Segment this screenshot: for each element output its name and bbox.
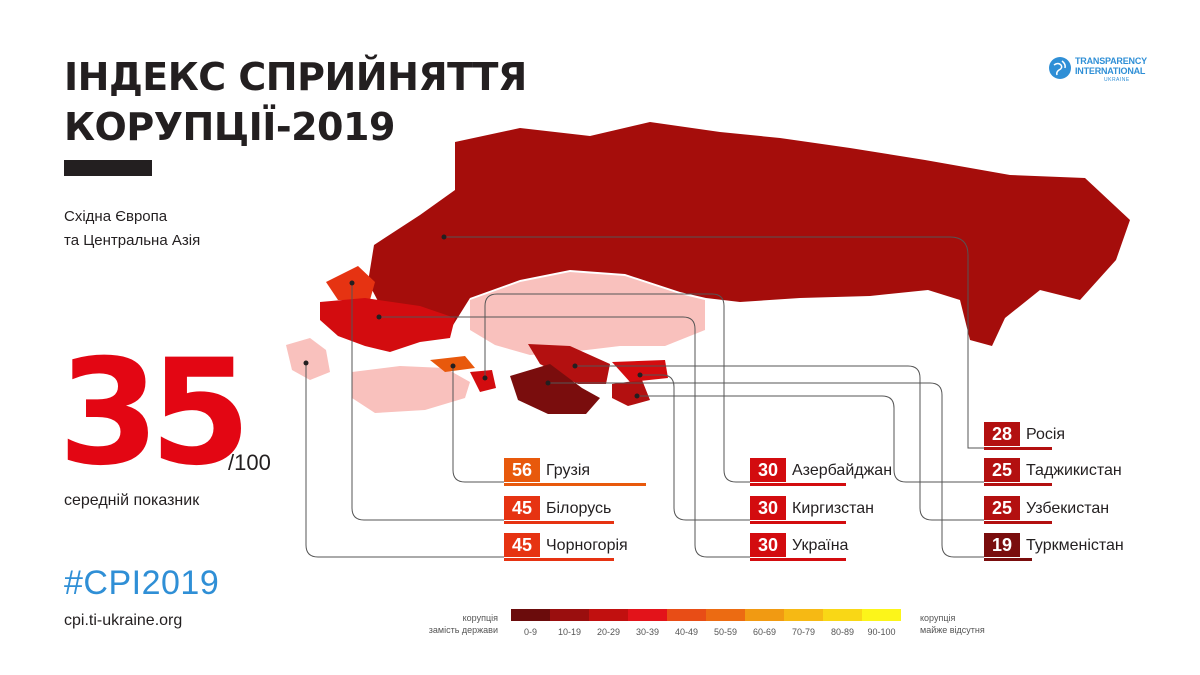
title-line-2: КОРУПЦІЇ-2019 xyxy=(64,105,395,149)
country-underline xyxy=(984,521,1052,524)
logo-text-line-3: UKRAINE xyxy=(1104,77,1130,83)
map-ukraine xyxy=(320,298,455,352)
legend-swatch xyxy=(784,609,823,621)
map-kyrgyzstan xyxy=(612,360,668,382)
region-line-2: та Центральна Азія xyxy=(64,232,201,249)
country-score: 30 xyxy=(750,458,786,482)
region-subtitle: Східна Європа та Центральна Азія xyxy=(64,205,200,253)
average-score-label: середній показник xyxy=(64,492,200,509)
country-score: 30 xyxy=(750,496,786,520)
globe-icon xyxy=(1049,57,1071,79)
leader-lines xyxy=(305,236,984,558)
legend-range-label: 60-69 xyxy=(752,627,777,637)
legend-right-label: корупція майже відсутня xyxy=(920,612,985,636)
logo-text-line-1: TRANSPARENCY xyxy=(1075,56,1147,66)
average-score-max: /100 xyxy=(228,450,271,475)
legend-range-labels: 0-9 10-19 20-29 30-39 40-49 50-59 60-69 70-79 80… xyxy=(511,627,901,637)
legend-left-line-2: замість держави xyxy=(428,625,498,635)
legend-left-label: корупція замість держави xyxy=(410,612,498,636)
average-score: 35 xyxy=(58,328,251,498)
country-name: Росія xyxy=(1026,426,1066,443)
ti-ukraine-logo: TRANSPARENCY INTERNATIONAL UKRAINE xyxy=(1048,52,1158,86)
country-name: Чорногорія xyxy=(546,537,628,554)
legend-range-label: 0-9 xyxy=(523,627,537,637)
legend-range-label: 40-49 xyxy=(674,627,699,637)
country-name: Азербайджан xyxy=(792,462,893,479)
country-name: Україна xyxy=(792,537,849,554)
legend-range-label: 20-29 xyxy=(596,627,621,637)
map-kazakhstan xyxy=(470,272,705,355)
region-line-1: Східна Європа xyxy=(64,208,168,225)
map-turkey xyxy=(352,366,470,413)
country-score: 56 xyxy=(504,458,540,482)
legend-range-label: 30-39 xyxy=(635,627,660,637)
country-underline xyxy=(750,521,846,524)
legend-swatch xyxy=(628,609,667,621)
title-line-1: ІНДЕКС СПРИЙНЯТТЯ xyxy=(64,55,527,99)
hashtag: #CPI2019 xyxy=(64,564,220,602)
legend-swatch xyxy=(589,609,628,621)
legend-swatch xyxy=(511,609,550,621)
country-score: 45 xyxy=(504,496,540,520)
map-dots xyxy=(303,234,643,399)
legend-right-line-1: корупція xyxy=(920,613,956,623)
map-azerbaijan xyxy=(470,370,496,392)
country-underline xyxy=(984,558,1032,561)
country-name: Грузія xyxy=(546,462,591,479)
country-score: 45 xyxy=(504,533,540,557)
country-name: Узбекистан xyxy=(1026,500,1110,517)
legend-range-label: 50-59 xyxy=(713,627,738,637)
logo-text-line-2: INTERNATIONAL xyxy=(1075,66,1146,76)
map-georgia xyxy=(430,356,475,372)
legend-swatch xyxy=(550,609,589,621)
website-url: cpi.ti-ukraine.org xyxy=(64,612,183,629)
legend-range-label: 80-89 xyxy=(830,627,855,637)
title-underline-bar xyxy=(64,160,152,176)
legend-left-line-1: корупція xyxy=(462,613,498,623)
country-underline xyxy=(504,483,646,486)
country-underline xyxy=(750,483,846,486)
legend-swatch xyxy=(862,609,901,621)
legend-swatch xyxy=(745,609,784,621)
map-uzbekistan xyxy=(528,344,610,384)
country-name: Таджикистан xyxy=(1026,462,1122,479)
legend-range-label: 90-100 xyxy=(867,627,896,637)
country-underline xyxy=(984,483,1052,486)
country-name: Туркменістан xyxy=(1026,537,1124,554)
map-balkans xyxy=(286,338,330,380)
country-score: 25 xyxy=(984,496,1020,520)
country-name: Білорусь xyxy=(546,500,612,517)
country-underline xyxy=(504,521,614,524)
country-score: 25 xyxy=(984,458,1020,482)
legend-range-label: 70-79 xyxy=(791,627,816,637)
legend-swatch xyxy=(706,609,745,621)
country-score: 28 xyxy=(984,422,1020,446)
country-underline xyxy=(750,558,846,561)
map-turkmenistan xyxy=(510,364,600,414)
legend-swatch xyxy=(823,609,862,621)
legend-swatch xyxy=(667,609,706,621)
map-russia xyxy=(368,122,1130,346)
country-name: Киргизстан xyxy=(792,500,874,517)
map-tajikistan xyxy=(612,380,650,406)
country-underline xyxy=(984,447,1052,450)
country-underline xyxy=(504,558,614,561)
legend-right-line-2: майже відсутня xyxy=(920,625,985,635)
country-score: 30 xyxy=(750,533,786,557)
page-title: ІНДЕКС СПРИЙНЯТТЯ КОРУПЦІЇ-2019 xyxy=(64,52,527,152)
legend-range-label: 10-19 xyxy=(557,627,582,637)
map-belarus xyxy=(326,266,375,300)
legend-color-scale xyxy=(511,609,901,621)
country-score: 19 xyxy=(984,533,1020,557)
